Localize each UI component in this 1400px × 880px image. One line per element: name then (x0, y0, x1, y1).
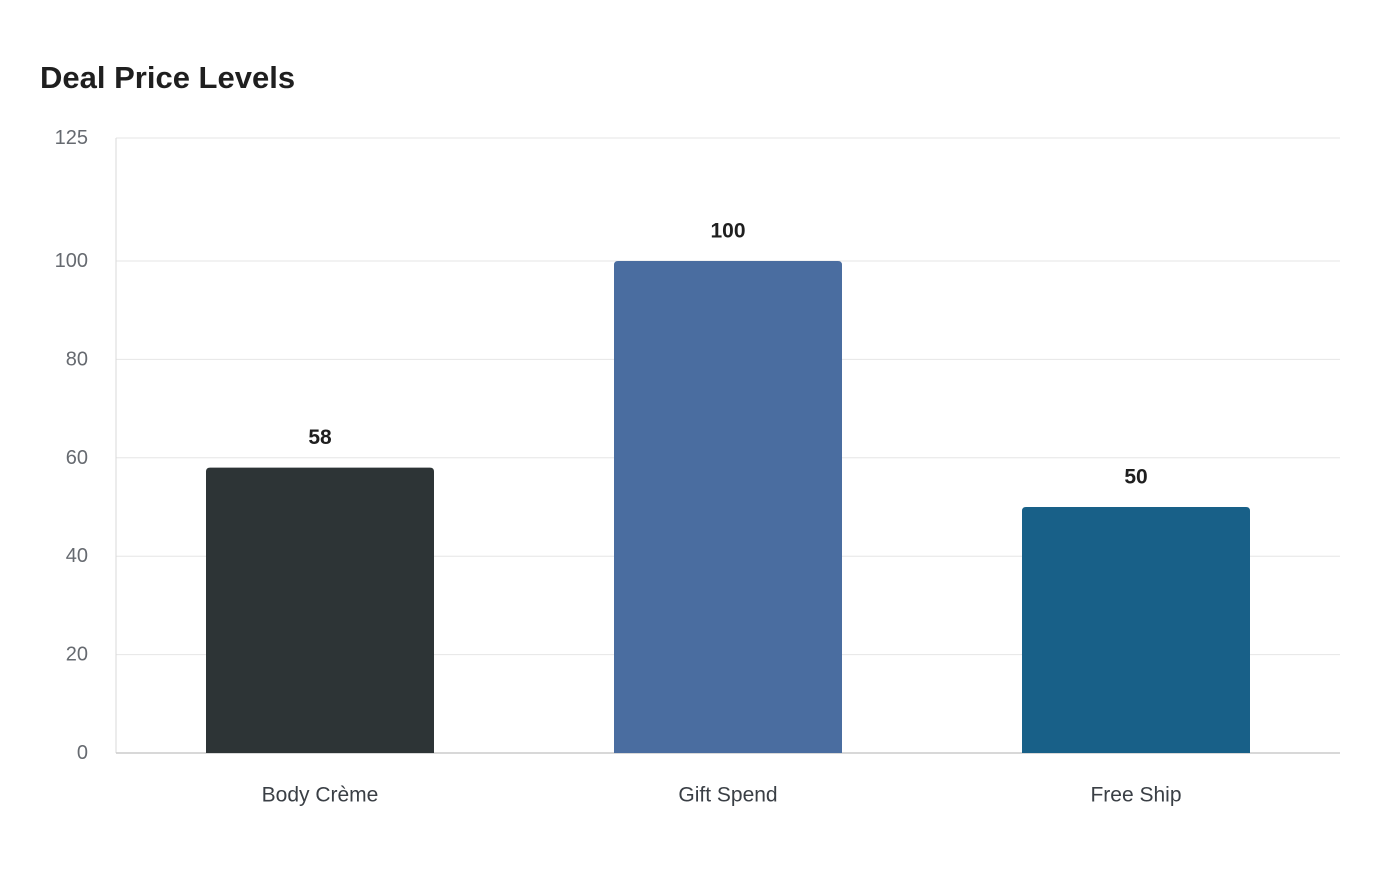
y-tick-label: 0 (77, 742, 88, 764)
y-tick-label: 100 (55, 250, 88, 272)
labels: 0 20 40 60 80 100 125 58 Body Crème 100 Gift Spend… (55, 127, 1182, 807)
bar (614, 261, 842, 753)
chart-title: Deal Price Levels (40, 60, 296, 95)
bar (1022, 507, 1250, 753)
bars (206, 261, 1250, 753)
data-label: 50 (1124, 466, 1147, 489)
data-label: 100 (710, 220, 745, 243)
y-tick-label: 60 (66, 447, 88, 469)
x-tick-label: Body Crème (262, 784, 379, 807)
y-tick-label: 40 (66, 545, 88, 567)
data-label: 58 (308, 426, 332, 449)
x-tick-label: Free Ship (1090, 784, 1181, 807)
y-tick-label: 20 (66, 644, 88, 666)
bar (206, 467, 434, 753)
x-tick-label: Gift Spend (678, 784, 777, 807)
y-tick-label: 80 (66, 348, 88, 370)
y-tick-label: 125 (55, 127, 88, 149)
